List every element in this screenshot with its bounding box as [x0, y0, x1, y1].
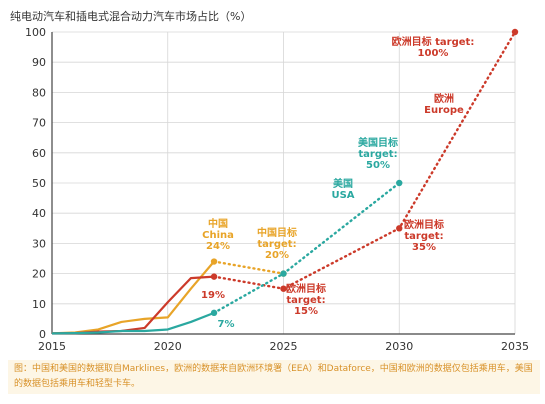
china-target-point [210, 258, 218, 265]
europe-target-point [280, 285, 287, 292]
y-tick-label: 10 [32, 298, 46, 311]
annotation-label: 欧洲目标 target: 35% [404, 218, 444, 253]
usa-target-point [280, 270, 287, 277]
usa-target-point [396, 179, 403, 187]
europe-series-line [51, 275, 215, 335]
y-tick-label: 20 [32, 268, 46, 281]
chart-title: 纯电动汽车和插电式混合动力汽车市场占比（%） [10, 10, 252, 23]
x-tick-label: 2030 [385, 340, 413, 353]
y-tick-label: 60 [32, 147, 46, 160]
series [51, 28, 519, 335]
annotation-label: 中国 China 24% [202, 217, 234, 252]
annotation-label: 美国目标 target: 50% [358, 136, 398, 171]
europe-target-line [212, 30, 517, 290]
annotation-label: 19% [201, 290, 225, 301]
y-tick-label: 30 [32, 237, 46, 250]
europe-target-point [511, 28, 519, 36]
annotations: 欧洲目标 target: 100% 欧洲 Europe 美国目标 target: 50%美国… [201, 35, 474, 330]
y-tick-label: 70 [32, 117, 46, 130]
y-tick-label: 90 [32, 56, 46, 69]
y-tick-label: 100 [25, 26, 46, 39]
x-tick-label: 2015 [38, 340, 66, 353]
x-tick-label: 2020 [154, 340, 182, 353]
annotation-label: 中国目标 target: 20% [257, 226, 297, 261]
annotation-label: 欧洲目标 target: 100% [392, 35, 475, 59]
footnote: 图：中国和美国的数据取自Marklines，欧洲的数据来自欧洲环境署（EEA）和… [8, 360, 540, 394]
annotation-label: 欧洲 Europe [424, 92, 464, 116]
annotation-label: 美国 USA [331, 177, 354, 201]
annotation-label: 欧洲目标 target: 15% [286, 282, 326, 317]
europe-target-point [396, 225, 403, 232]
y-tick-label: 50 [32, 177, 46, 190]
usa-series-line [51, 311, 215, 335]
annotation-label: 7% [218, 319, 235, 330]
y-tick-label: 40 [32, 207, 46, 220]
y-tick-label: 0 [39, 328, 46, 341]
usa-target-point [210, 309, 218, 317]
x-tick-label: 2035 [501, 340, 529, 353]
europe-target-point [210, 273, 218, 280]
y-tick-label: 80 [32, 86, 46, 99]
china-target-line [212, 260, 285, 275]
x-tick-label: 2025 [270, 340, 298, 353]
